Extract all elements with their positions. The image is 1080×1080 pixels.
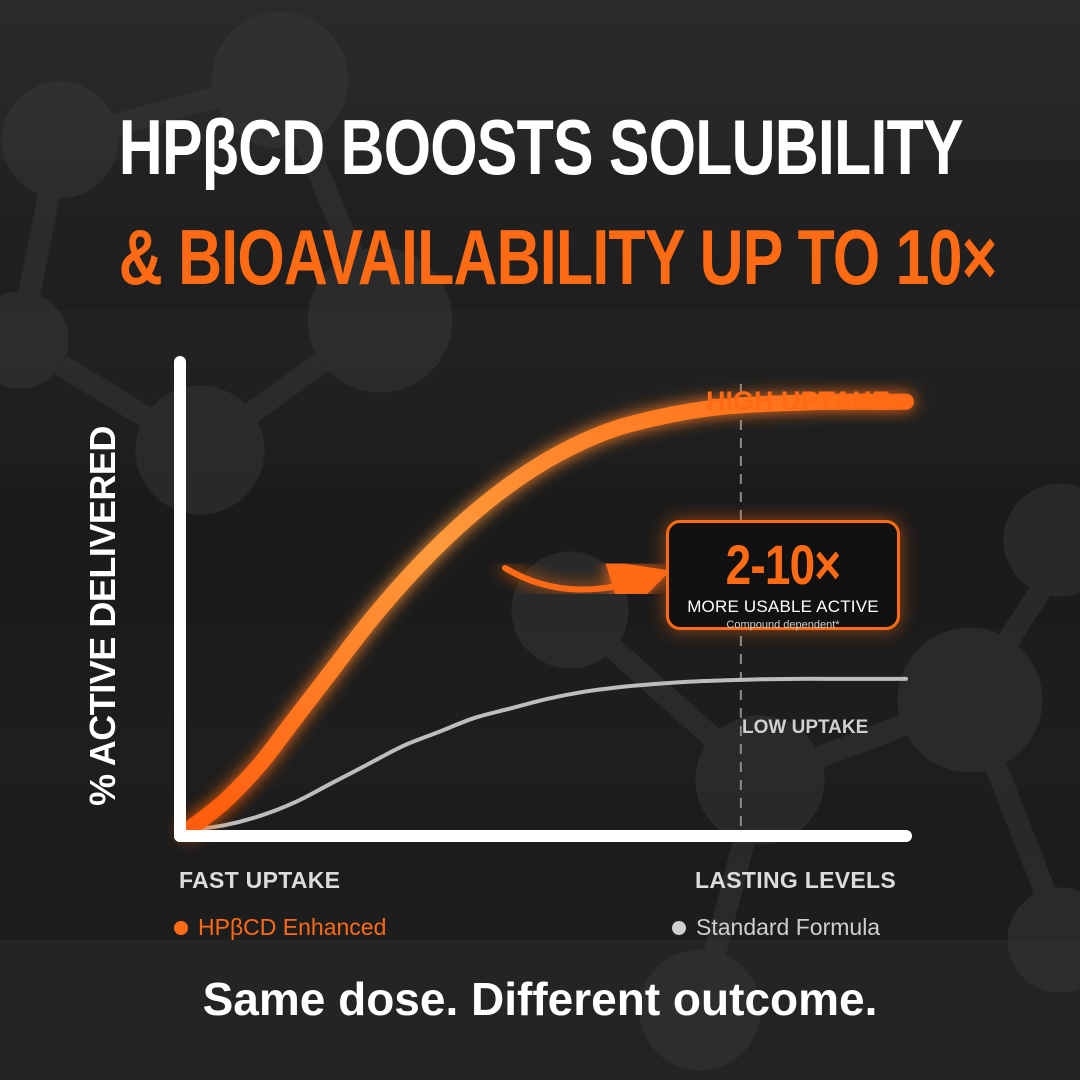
- legend-dot-icon: [672, 920, 686, 935]
- series-line-standard-formula: [186, 676, 908, 832]
- callout-arrow-icon: [502, 560, 671, 618]
- molecule-background-icon: [0, 11, 1080, 1071]
- callout-value: 2-10×: [725, 533, 841, 596]
- background-bands: [0, 160, 1080, 1080]
- headline-line-2: & BIOAVAILABILITY UP TO 10×: [119, 218, 997, 296]
- x-tick-label-fast-uptake: FAST UPTAKE: [179, 867, 341, 893]
- legend-dot-icon: [174, 920, 188, 935]
- x-tick-label-lasting-levels: LASTING LEVELS: [695, 867, 896, 893]
- legend-item-standard: Standard Formula: [672, 914, 880, 941]
- annotation-low-uptake: LOW UPTAKE: [742, 717, 869, 738]
- chart-series: [180, 393, 914, 838]
- tagline: Same dose. Different outcome.: [202, 973, 878, 1025]
- series-line-hpbcd-enhanced: [180, 393, 914, 838]
- legend-label-enhanced: HPβCD Enhanced: [198, 914, 387, 940]
- y-axis-label: % ACTIVE DELIVERED: [82, 426, 123, 806]
- annotation-high-uptake: HIGH UPTAKE: [706, 386, 891, 416]
- legend-item-enhanced: HPβCD Enhanced: [174, 914, 386, 941]
- callout-label: MORE USABLE ACTIVE: [687, 597, 879, 616]
- headline-line-1: HPβCD BOOSTS SOLUBILITY: [118, 103, 964, 191]
- legend-label-standard: Standard Formula: [696, 914, 881, 940]
- callout-note: Compound dependent*: [726, 619, 840, 631]
- headline-line-2-highlight: 10×: [895, 213, 998, 301]
- headline-line-2-text: & BIOAVAILABILITY UP TO: [118, 213, 896, 301]
- callout-box: 2-10× MORE USABLE ACTIVE Compound depend…: [666, 520, 900, 631]
